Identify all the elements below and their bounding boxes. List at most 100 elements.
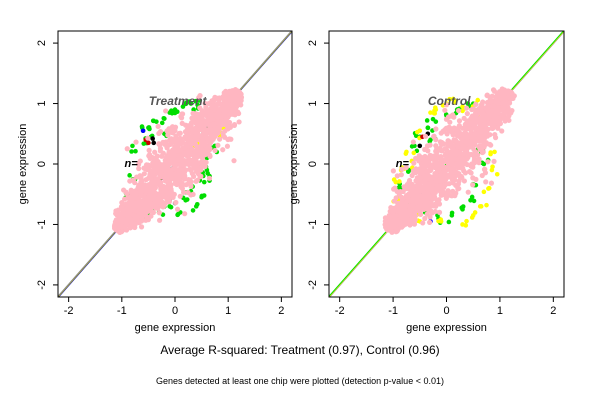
cloud-point (470, 141, 476, 147)
cloud-point (181, 176, 188, 182)
x-tick-label: -2 (64, 305, 74, 317)
cloud-point (448, 127, 454, 133)
cloud-point (216, 100, 222, 106)
cloud-point (165, 131, 171, 137)
cloud-point (175, 146, 181, 152)
x-tick-label: -1 (388, 305, 398, 317)
cloud-point (390, 209, 396, 215)
cloud-point (429, 210, 435, 216)
cloud-point (427, 142, 433, 148)
data-point (146, 140, 151, 146)
cloud-point (456, 118, 463, 124)
data-point (127, 173, 132, 178)
cloud-point (139, 215, 145, 221)
cloud-point (475, 158, 481, 165)
x-tick-label: 2 (278, 305, 284, 317)
cloud-point (154, 153, 161, 159)
cloud-point (448, 144, 454, 150)
data-point (186, 99, 192, 104)
cloud-point (187, 139, 193, 146)
cloud-point (415, 205, 421, 211)
cloud-point (393, 195, 399, 201)
cloud-point (425, 195, 431, 202)
data-point (169, 108, 174, 113)
data-point (417, 143, 423, 149)
cloud-point (433, 137, 439, 143)
x-tick-label: 0 (443, 305, 449, 317)
cloud-point (410, 203, 416, 210)
cloud-point (463, 105, 470, 111)
cloud-point (174, 206, 181, 212)
cloud-point (146, 153, 152, 159)
cloud-point (394, 173, 400, 179)
cloud-point (434, 160, 441, 166)
cloud-point (453, 161, 459, 168)
cloud-point (433, 149, 440, 155)
cloud-point (178, 136, 184, 143)
cloud-point (412, 208, 418, 214)
data-point (424, 118, 430, 123)
cloud-point (387, 226, 394, 232)
cloud-point (136, 220, 142, 226)
cloud-point (442, 127, 448, 133)
cloud-point (174, 181, 180, 188)
cloud-point (226, 136, 232, 142)
cloud-point (192, 141, 198, 147)
cloud-point (405, 192, 411, 198)
cloud-point (156, 217, 163, 223)
data-point (451, 100, 457, 105)
cloud-point (404, 199, 410, 205)
cloud-point (391, 213, 397, 220)
cloud-point (123, 220, 129, 227)
cloud-point (216, 107, 222, 113)
cloud-point (120, 216, 126, 223)
cloud-point (166, 178, 173, 184)
cloud-point (197, 93, 203, 99)
cloud-point (392, 185, 398, 191)
n-label: n= (124, 158, 138, 170)
cloud-point (485, 103, 491, 109)
cloud-point (235, 101, 241, 107)
cloud-point (405, 218, 411, 224)
cloud-point (449, 170, 455, 176)
cloud-point (129, 221, 135, 227)
cloud-point (177, 162, 183, 168)
data-point (161, 116, 167, 121)
cloud-point (409, 172, 415, 179)
cloud-point (177, 193, 183, 199)
cloud-point (156, 141, 162, 147)
cloud-point (442, 107, 448, 113)
data-point (140, 128, 146, 134)
cloud-point (168, 136, 174, 142)
cloud-point (430, 153, 436, 159)
cloud-point (121, 211, 127, 217)
cloud-point (497, 90, 503, 97)
cloud-point (432, 201, 439, 207)
data-point (168, 204, 174, 210)
x-axis-label: gene expression (406, 322, 487, 334)
data-point (405, 169, 411, 174)
cloud-point (485, 159, 491, 165)
cloud-point (501, 115, 507, 122)
cloud-point (417, 201, 423, 207)
cloud-point (161, 165, 167, 171)
cloud-point (443, 195, 449, 201)
cloud-point (171, 171, 177, 177)
cloud-point (398, 172, 404, 178)
data-point (492, 149, 497, 155)
cloud-point (487, 97, 493, 103)
cloud-point (230, 111, 236, 117)
cloud-point (124, 190, 130, 197)
cloud-point (412, 189, 418, 196)
cloud-point (119, 199, 125, 206)
caption-main: Average R-squared: Treatment (0.97), Con… (160, 343, 440, 357)
cloud-point (215, 142, 221, 148)
cloud-point (450, 132, 456, 138)
cloud-point (188, 161, 194, 167)
data-point (129, 149, 134, 154)
cloud-point (445, 190, 451, 196)
data-point (438, 217, 444, 222)
cloud-point (460, 143, 467, 150)
cloud-point (461, 151, 467, 157)
data-point (175, 212, 180, 218)
